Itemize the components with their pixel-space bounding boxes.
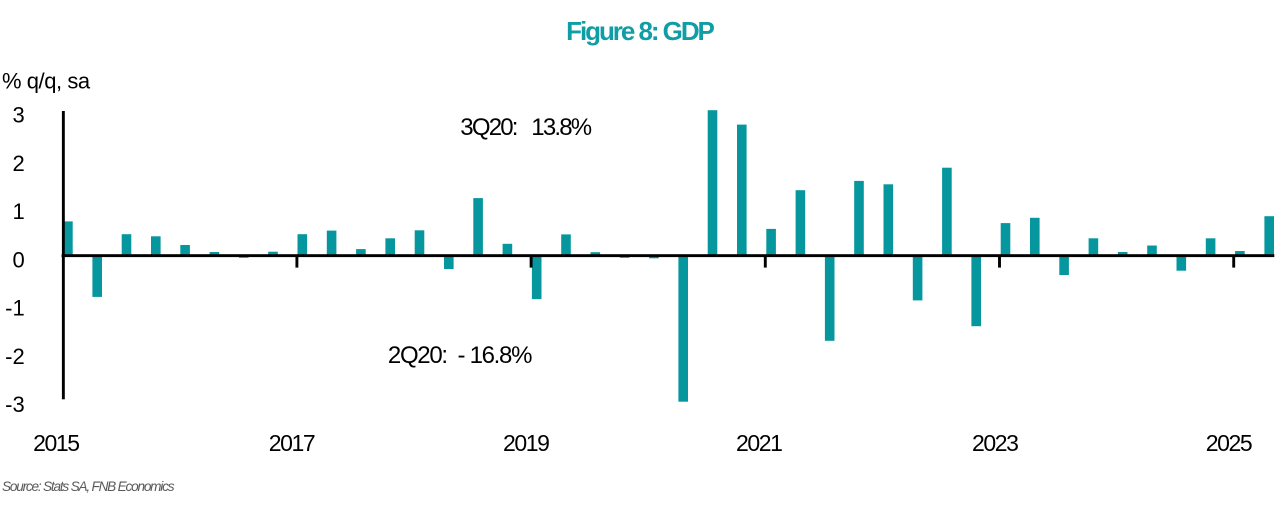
svg-text:2025: 2025	[1206, 430, 1252, 456]
svg-text:2023: 2023	[972, 430, 1018, 456]
svg-text:3Q20: 13.8%: 3Q20: 13.8%	[460, 114, 591, 141]
svg-text:-2: -2	[5, 344, 25, 369]
svg-text:-1: -1	[5, 296, 25, 321]
svg-text:2019: 2019	[503, 430, 549, 456]
svg-text:2021: 2021	[736, 430, 782, 456]
svg-text:1: 1	[12, 199, 24, 224]
svg-text:2015: 2015	[33, 430, 79, 456]
svg-text:-3: -3	[5, 392, 25, 417]
svg-text:2017: 2017	[269, 430, 315, 456]
svg-text:Source: Stats SA, FNB Economic: Source: Stats SA, FNB Economics	[2, 479, 175, 494]
svg-text:2: 2	[12, 151, 24, 176]
svg-text:3: 3	[12, 103, 24, 128]
svg-text:2Q20: - 16.8%: 2Q20: - 16.8%	[388, 342, 532, 369]
svg-text:Figure 8: GDP: Figure 8: GDP	[566, 16, 714, 46]
svg-text:% q/q, sa: % q/q, sa	[2, 69, 91, 94]
svg-text:0: 0	[12, 247, 24, 272]
